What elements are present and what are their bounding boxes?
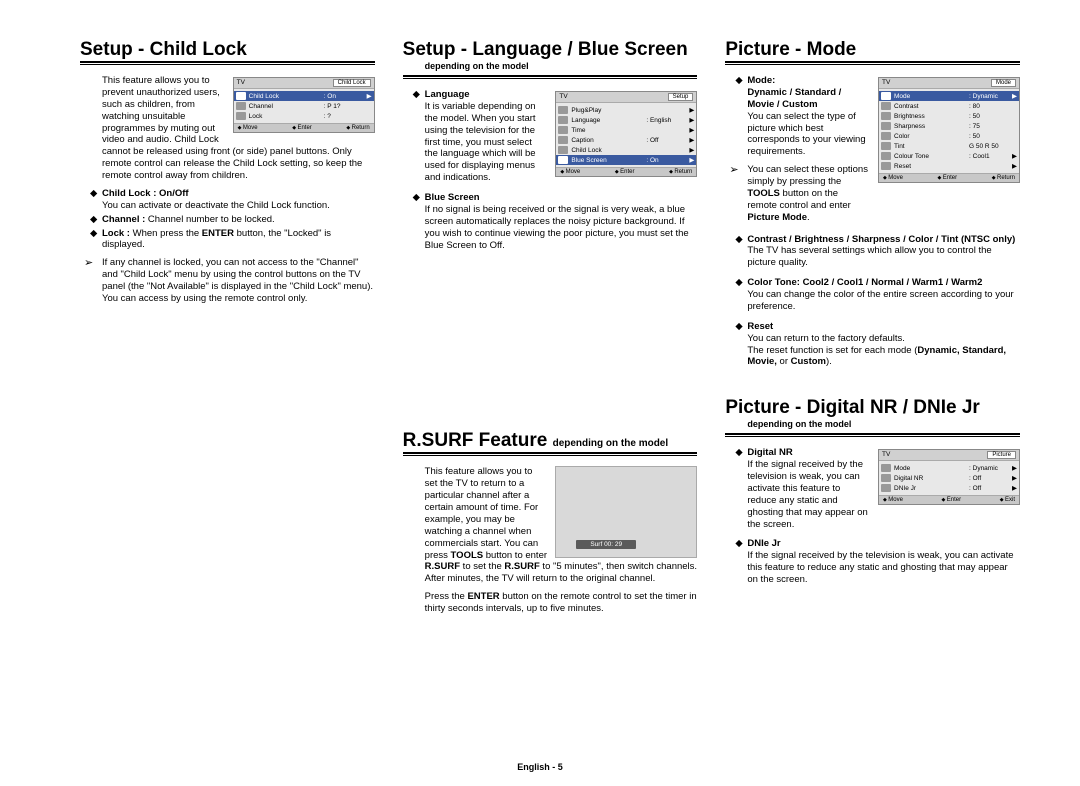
osd-row: Child Lock▶ — [556, 145, 696, 155]
osd-move: Move — [238, 125, 258, 131]
bullet-text: You can return to the factory defaults. … — [747, 333, 917, 356]
section-subtitle: depending on the model — [747, 419, 1020, 429]
osd-move: Move — [883, 175, 903, 181]
surf-timer-label: Surf 00: 29 — [576, 540, 636, 549]
osd-badge: Mode — [991, 79, 1016, 87]
osd-row: Sharpness: 75 — [879, 121, 1019, 131]
osd-row: Channel: P 1? — [234, 101, 374, 111]
osd-row: Colour Tone: Cool1▶ — [879, 151, 1019, 161]
osd-row: Brightness: 50 — [879, 111, 1019, 121]
bullet-text: Channel number to be locked. — [145, 214, 274, 225]
bullet-label: DNIe Jr — [747, 538, 780, 549]
section-title: Setup - Child Lock — [80, 40, 375, 59]
osd-tv-label: TV — [882, 79, 890, 87]
osd-enter: Enter — [615, 169, 635, 175]
osd-mode: TV Mode Mode: Dynamic▶Contrast: 80Brightn… — [878, 77, 1020, 183]
note-text: If any channel is locked, you can not ac… — [102, 257, 375, 305]
osd-enter: Enter — [942, 497, 962, 503]
bullet-text: If the signal received by the television… — [747, 459, 867, 529]
bold-key: Custom — [791, 356, 826, 367]
rsurf-text-2: Press the ENTER button on the remote con… — [425, 591, 698, 615]
section-title: Picture - Digital NR / DNIe Jr — [725, 398, 1020, 417]
osd-tv-label: TV — [882, 451, 890, 459]
bullet-text: You can change the color of the entire s… — [747, 289, 1013, 312]
note-text: You can select these options simply by p… — [747, 164, 870, 223]
osd-enter: Enter — [292, 125, 312, 131]
bullet-text: You can activate or deactivate the Child… — [102, 200, 330, 211]
osd-row: Color: 50 — [879, 131, 1019, 141]
osd-tv-label: TV — [237, 79, 245, 87]
osd-row: Plug&Play▶ — [556, 105, 696, 115]
osd-move: Move — [883, 497, 903, 503]
bullet-label: Lock : — [102, 228, 130, 239]
osd-badge: Picture — [987, 451, 1016, 459]
rsurf-preview: Surf 00: 29 — [555, 466, 697, 558]
osd-row: Mode: Dynamic▶ — [879, 91, 1019, 101]
osd-exit: Exit — [1000, 497, 1015, 503]
osd-return: Return — [346, 125, 369, 131]
bullet-text: If no signal is being received or the si… — [425, 204, 689, 251]
bullet-label: Contrast / Brightness / Sharpness / Colo… — [747, 234, 1015, 245]
bullet-label: Child Lock : On/Off — [102, 188, 189, 199]
osd-row: DNIe Jr: Off▶ — [879, 483, 1019, 493]
bullet-text: If the signal received by the television… — [747, 550, 1013, 585]
section-digital-nr: Picture - Digital NR / DNIe Jr depending… — [725, 398, 1020, 586]
osd-row: Caption: Off▶ — [556, 135, 696, 145]
section-child-lock: Setup - Child Lock TV Child Lock Child Lo… — [80, 40, 375, 305]
osd-return: Return — [669, 169, 692, 175]
osd-row: TintG 50 R 50 — [879, 141, 1019, 151]
section-title: R.SURF Feature depending on the model — [403, 431, 698, 450]
section-title: Setup - Language / Blue Screen — [403, 40, 698, 59]
bullet-text: When press the — [130, 228, 202, 239]
page-footer: English - 5 — [517, 762, 563, 772]
osd-row: Language: English▶ — [556, 115, 696, 125]
bold-key: ENTER — [202, 228, 234, 239]
osd-picture: TV Picture Mode: Dynamic▶Digital NR: Off▶… — [878, 449, 1020, 505]
osd-child-lock: TV Child Lock Child Lock: On▶Channel: P 1… — [233, 77, 375, 133]
column-1: Setup - Child Lock TV Child Lock Child Lo… — [80, 40, 375, 645]
bullet-text: It is variable depending on the model. W… — [425, 101, 536, 183]
column-3: Picture - Mode TVMode Mode: Dynamic▶Cont… — [725, 40, 1020, 645]
osd-return: Return — [992, 175, 1015, 181]
section-title: Picture - Mode — [725, 40, 1020, 59]
section-picture-mode: Picture - Mode TVMode Mode: Dynamic▶Cont… — [725, 40, 1020, 368]
section-subtitle: depending on the model — [425, 61, 698, 71]
osd-row: Lock: ? — [234, 111, 374, 121]
bullet-label: Digital NR — [747, 447, 792, 458]
bullet-label: Mode: Dynamic / Standard / Movie / Custo… — [747, 75, 841, 110]
osd-tv-label: TV — [559, 93, 567, 101]
bullet-text: You can select the type of picture which… — [747, 111, 865, 158]
osd-setup: TV Setup Plug&Play▶Language: English▶Time… — [555, 91, 697, 177]
section-rsurf: R.SURF Feature depending on the model Su… — [403, 431, 698, 615]
osd-row: Mode: Dynamic▶ — [879, 463, 1019, 473]
osd-row: Contrast: 80 — [879, 101, 1019, 111]
section-language: Setup - Language / Blue Screen depending… — [403, 40, 698, 251]
column-2: Setup - Language / Blue Screen depending… — [403, 40, 698, 645]
bullet-label: Blue Screen — [425, 192, 480, 203]
osd-badge: Child Lock — [333, 79, 371, 87]
osd-row: Time▶ — [556, 125, 696, 135]
bullet-text: or — [777, 356, 791, 367]
osd-move: Move — [560, 169, 580, 175]
osd-enter: Enter — [938, 175, 958, 181]
bullet-label: Reset — [747, 321, 773, 332]
bullet-label: Color Tone: Cool2 / Cool1 / Normal / War… — [747, 277, 982, 288]
osd-row: Digital NR: Off▶ — [879, 473, 1019, 483]
osd-badge: Setup — [668, 93, 694, 101]
bullet-text: The TV has several settings which allow … — [747, 245, 991, 268]
bullet-text: ). — [826, 356, 832, 367]
osd-row: Reset▶ — [879, 161, 1019, 171]
osd-row: Child Lock: On▶ — [234, 91, 374, 101]
osd-row: Blue Screen: On▶ — [556, 155, 696, 165]
bullet-label: Language — [425, 89, 470, 100]
bullet-label: Channel : — [102, 214, 145, 225]
